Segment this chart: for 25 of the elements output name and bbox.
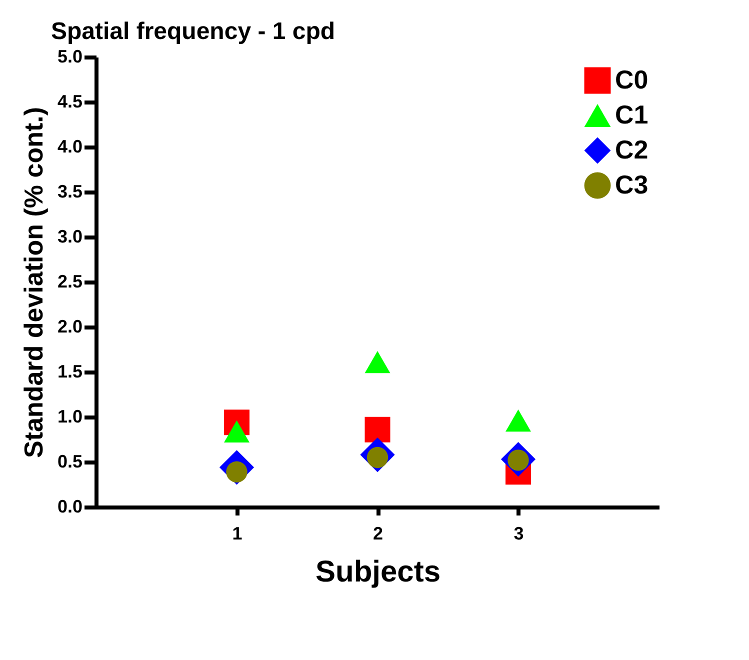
x-tick-label: 1 bbox=[232, 524, 242, 544]
y-tick-label: 5.0 bbox=[57, 46, 82, 66]
x-tick-label: 2 bbox=[372, 524, 384, 544]
legend-label: C3 bbox=[615, 170, 648, 200]
x-tick-label: 3 bbox=[514, 524, 524, 544]
y-tick-label: 0.5 bbox=[57, 452, 82, 472]
y-axis-title: Standard deviation (% cont.) bbox=[18, 106, 48, 458]
y-tick-label: 2.0 bbox=[57, 316, 82, 336]
y-tick-label: 3.5 bbox=[57, 182, 82, 202]
point bbox=[364, 416, 390, 442]
y-tick-label: 2.5 bbox=[57, 272, 82, 292]
y-tick-label: 1.0 bbox=[57, 406, 82, 426]
y-tick-label: 4.5 bbox=[57, 92, 82, 112]
y-tick-label: 1.5 bbox=[57, 362, 82, 382]
legend-label: C0 bbox=[615, 64, 648, 94]
point bbox=[506, 410, 531, 432]
point bbox=[224, 420, 250, 442]
x-axis-title: Subjects bbox=[315, 556, 441, 588]
y-tick-label: 4.0 bbox=[57, 136, 82, 156]
legend-label: C1 bbox=[615, 100, 648, 130]
y-tick-label: 0.0 bbox=[57, 496, 82, 516]
point bbox=[364, 351, 390, 374]
chart-title: Spatial frequency - 1 cpd bbox=[50, 18, 336, 45]
legend-label: C2 bbox=[615, 134, 648, 164]
y-tick-label: 3.0 bbox=[57, 226, 82, 246]
